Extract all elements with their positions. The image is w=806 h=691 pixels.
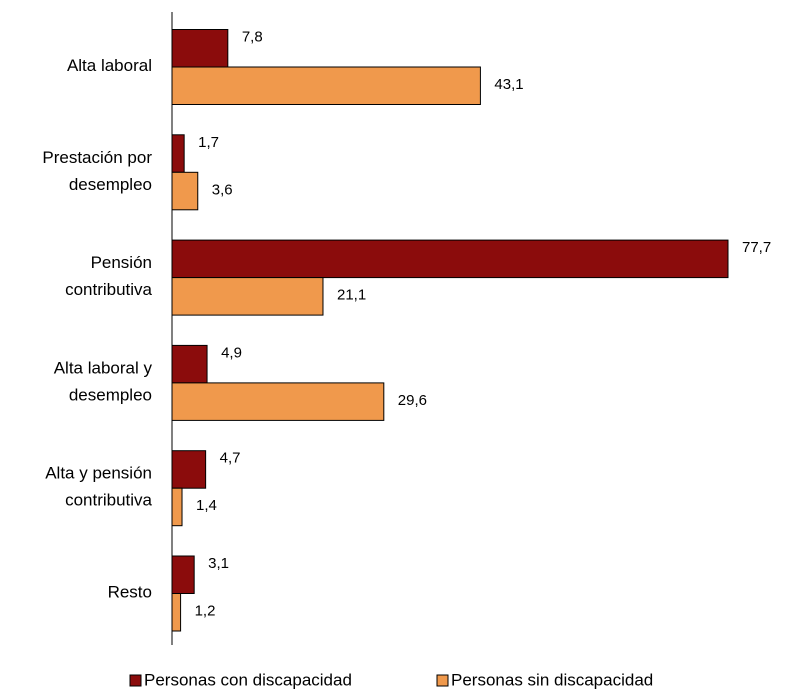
value-label: 1,7 [198, 134, 219, 151]
value-label: 1,4 [196, 497, 217, 514]
bar [171, 66, 481, 105]
y-tick-label: Resto [108, 583, 152, 602]
bar [171, 593, 182, 632]
value-label: 29,6 [398, 392, 427, 409]
value-label: 77,7 [742, 239, 771, 256]
value-label: 43,1 [494, 76, 523, 93]
value-label: 7,8 [242, 28, 263, 45]
bar [171, 555, 195, 594]
bar [171, 29, 229, 68]
value-label: 3,1 [208, 555, 229, 572]
value-label: 4,9 [221, 344, 242, 361]
bar [171, 277, 324, 316]
value-label: 3,6 [212, 181, 233, 198]
y-tick-line: Pensión [91, 254, 152, 273]
y-tick-label: Alta laboral y desempleo [54, 359, 153, 405]
value-label: 1,2 [195, 602, 216, 619]
legend-swatch [129, 674, 142, 687]
y-tick-line: contributiva [65, 491, 152, 510]
y-tick-line: desempleo [69, 386, 152, 405]
value-label: 4,7 [220, 450, 241, 467]
y-tick-line: contributiva [65, 281, 152, 300]
y-tick-line: Alta y pensión [45, 464, 152, 483]
bar [171, 134, 185, 173]
y-tick-line: Alta laboral y [54, 359, 153, 378]
y-tick-label: Pensión contributiva [65, 254, 152, 300]
legend-label: Personas sin discapacidad [451, 670, 653, 689]
bar [171, 239, 729, 279]
y-tick-line: Alta laboral [67, 56, 152, 75]
y-tick-label: Alta laboral [67, 56, 152, 75]
bar [171, 450, 207, 489]
y-tick-label: Alta y pensión contributiva [45, 464, 152, 510]
y-tick-line: Resto [108, 583, 152, 602]
value-label: 21,1 [337, 287, 366, 304]
bar [171, 487, 183, 527]
bar [171, 382, 385, 421]
bar [171, 171, 199, 211]
y-tick-label: Prestación por desempleo [42, 148, 152, 194]
y-tick-line: Prestación por [42, 148, 152, 167]
bar [171, 344, 208, 384]
y-tick-line: desempleo [69, 175, 152, 194]
legend-swatch [436, 674, 449, 687]
legend-label: Personas con discapacidad [144, 670, 352, 689]
